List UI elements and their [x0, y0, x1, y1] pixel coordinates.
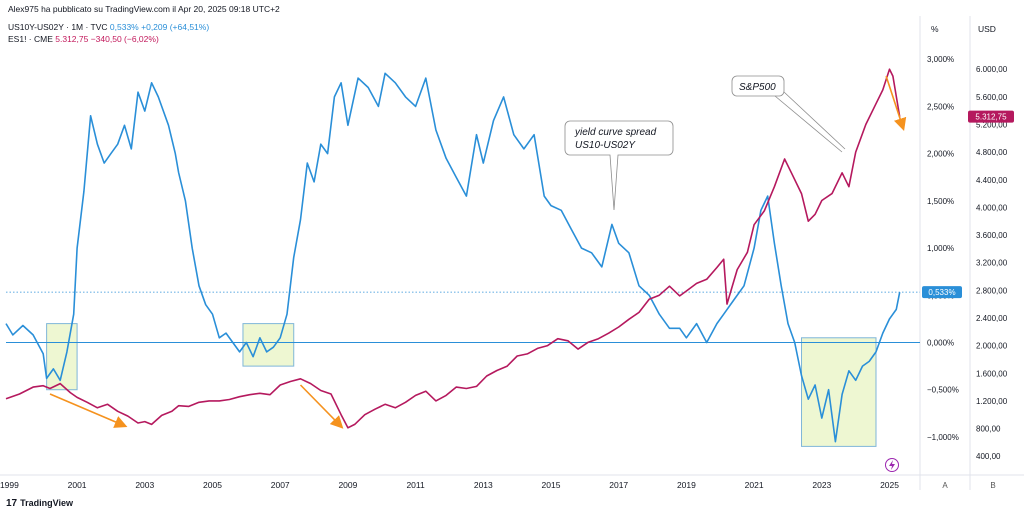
- left-tick-label: −1,000%: [927, 433, 959, 442]
- left-axis-unit: %: [931, 24, 939, 34]
- tradingview-brand[interactable]: 17 TradingView: [6, 498, 73, 509]
- right-tick-label: 5.200,00: [976, 120, 1008, 129]
- es-value-badge-text: 5.312,75: [975, 113, 1007, 122]
- legend-spread[interactable]: US10Y-US02Y · 1M · TVC 0,533% +0,209 (+6…: [8, 22, 209, 32]
- x-tick-label: 2007: [271, 480, 290, 490]
- right-tick-label: 4.400,00: [976, 176, 1008, 185]
- left-tick-label: 2,000%: [927, 150, 954, 159]
- right-tick-label: 2.000,00: [976, 342, 1008, 351]
- inversion-box-3: [801, 337, 877, 447]
- right-tick-label: 3.600,00: [976, 231, 1008, 240]
- es-line: [5, 68, 901, 429]
- x-tick-label: 2023: [812, 480, 831, 490]
- spread-line: [5, 72, 901, 443]
- tradingview-label: TradingView: [20, 498, 73, 508]
- left-tick-label: 3,000%: [927, 55, 954, 64]
- decline-arrow-2: [299, 384, 344, 429]
- tradingview-logo-icon: 17: [6, 498, 18, 509]
- spread-value-badge-text: 0,533%: [928, 288, 955, 297]
- legend-es-value: 5.312,75: [55, 34, 89, 44]
- x-tick-label: 2013: [474, 480, 493, 490]
- left-tick-label: 2,500%: [927, 102, 954, 111]
- x-tick-label: 1999: [0, 480, 19, 490]
- inversion-box-1: [46, 323, 78, 391]
- spread-value-badge: [922, 286, 962, 299]
- right-tick-label: 5.600,00: [976, 93, 1008, 102]
- left-tick-label: −0,500%: [927, 386, 959, 395]
- callout-sp500-pointer-1: [774, 95, 843, 153]
- lightning-icon-glyph: [889, 460, 895, 470]
- callout-sp500-box: [731, 75, 785, 97]
- right-tick-label: 3.200,00: [976, 259, 1008, 268]
- right-tick-label: 1.200,00: [976, 397, 1008, 406]
- right-tick-label: 4.800,00: [976, 148, 1008, 157]
- decline-arrow-1: [49, 393, 128, 428]
- x-tick-label: 2005: [203, 480, 222, 490]
- right-tick-label: 1.600,00: [976, 369, 1008, 378]
- legend-spread-value: 0,533%: [109, 22, 139, 32]
- x-tick-label: 2025: [880, 480, 899, 490]
- right-tick-label: 6.000,00: [976, 65, 1008, 74]
- callout-sp500-pointer-2: [783, 91, 846, 150]
- decline-arrow-3: [885, 75, 907, 131]
- right-tick-label: 4.000,00: [976, 203, 1008, 212]
- x-tick-label: 2015: [542, 480, 561, 490]
- x-tick-label: 2003: [135, 480, 154, 490]
- right-tick-label: 2.400,00: [976, 314, 1008, 323]
- es-value-badge: [968, 110, 1014, 123]
- x-tick-label: 2011: [406, 480, 425, 490]
- inversion-box-2: [242, 323, 295, 367]
- left-tick-label: 1,500%: [927, 197, 954, 206]
- right-tick-label: 2.800,00: [976, 286, 1008, 295]
- legend-spread-symbol: US10Y-US02Y · 1M · TVC: [8, 22, 108, 32]
- left-tick-label: 0,000%: [927, 339, 954, 348]
- legend-spread-change: +0,209 (+64,51%): [141, 22, 210, 32]
- scale-b-button: B: [990, 481, 995, 490]
- legend-es-symbol: ES1! · CME: [8, 34, 53, 44]
- x-tick-label: 2009: [338, 480, 357, 490]
- x-tick-label: 2001: [68, 480, 87, 490]
- x-tick-label: 2021: [745, 480, 764, 490]
- scale-auto-button: A: [942, 481, 948, 490]
- left-tick-label: 1,000%: [927, 244, 954, 253]
- right-axis-unit: USD: [978, 24, 996, 34]
- x-tick-label: 2019: [677, 480, 696, 490]
- callout-sp500-label: S&P500: [739, 82, 776, 93]
- callout-spread-line2: US10-US02Y: [575, 140, 636, 151]
- right-tick-label: 400,00: [976, 452, 1001, 461]
- callout-spread-box: [564, 120, 674, 211]
- legend-es[interactable]: ES1! · CME 5.312,75 −340,50 (−6,02%): [8, 34, 159, 44]
- legend-es-change: −340,50 (−6,02%): [90, 34, 159, 44]
- x-tick-label: 2017: [609, 480, 628, 490]
- right-tick-label: 800,00: [976, 425, 1001, 434]
- callout-spread-line1: yield curve spread: [574, 127, 657, 138]
- published-caption: Alex975 ha pubblicato su TradingView.com…: [8, 4, 280, 14]
